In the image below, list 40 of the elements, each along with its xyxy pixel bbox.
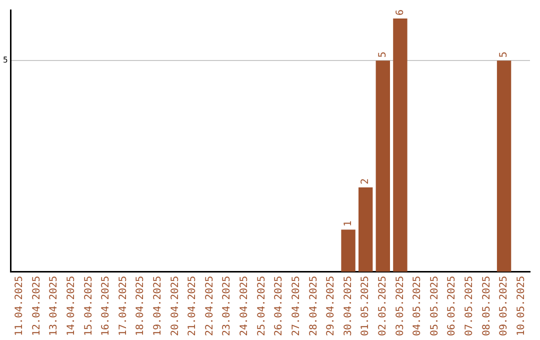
x-tick-label: 23.04.2025: [222, 276, 233, 336]
bar: [376, 60, 390, 272]
x-tick-label: 22.04.2025: [204, 276, 216, 336]
x-tick-label: 11.04.2025: [14, 276, 26, 336]
x-tick-label: 21.04.2025: [187, 276, 198, 336]
x-tick-label: 17.04.2025: [118, 276, 129, 336]
x-tick-label: 06.05.2025: [446, 276, 458, 336]
x-tick-label: 05.05.2025: [429, 276, 440, 336]
x-tick-label: 20.04.2025: [170, 276, 181, 336]
bar: [393, 18, 408, 272]
x-tick-label: 24.04.2025: [239, 276, 250, 336]
x-tick-label: 19.04.2025: [152, 276, 164, 336]
x-tick-label: 03.05.2025: [394, 276, 406, 336]
x-tick-label: 08.05.2025: [481, 276, 492, 336]
x-tick-label: 12.04.2025: [31, 276, 42, 336]
bar: [341, 230, 356, 272]
x-tick-label: 14.04.2025: [66, 276, 77, 336]
x-tick-label: 09.05.2025: [498, 276, 510, 336]
data-label: 2: [360, 178, 372, 184]
bar: [496, 60, 512, 272]
x-tick-label: 13.04.2025: [48, 276, 60, 336]
x-tick-label: 15.04.2025: [83, 276, 94, 336]
x-tick-label: 28.04.2025: [308, 276, 320, 336]
x-tick-label: 02.05.2025: [377, 276, 388, 336]
x-tick-label: 07.05.2025: [464, 276, 476, 336]
x-tick-label: 25.04.2025: [256, 276, 268, 336]
x-tick-label: 30.04.2025: [342, 276, 354, 336]
x-tick-label: 04.05.2025: [412, 276, 424, 336]
x-tick-label: 16.04.2025: [100, 276, 112, 336]
x-tick-label: 29.04.2025: [326, 276, 337, 336]
x-tick-label: 27.04.2025: [290, 276, 302, 336]
data-label: 1: [342, 220, 354, 227]
x-tick-label: 10.05.2025: [516, 276, 527, 336]
data-label: 5: [377, 52, 388, 58]
data-label: 6: [394, 9, 406, 16]
x-tick-label: 26.04.2025: [274, 276, 285, 336]
x-tick-label: 01.05.2025: [360, 276, 372, 336]
bar: [358, 187, 373, 272]
x-tick-label: 18.04.2025: [135, 276, 146, 336]
data-label: 5: [498, 52, 510, 58]
